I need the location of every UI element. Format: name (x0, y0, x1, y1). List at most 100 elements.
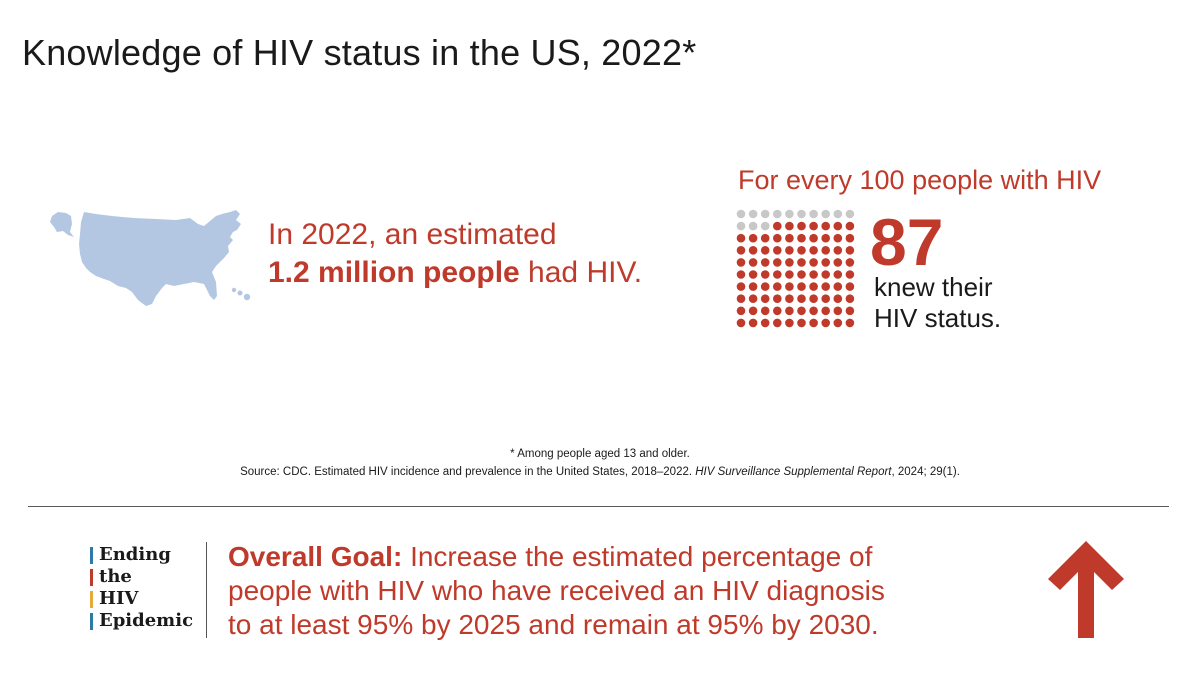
dot-knew (785, 246, 794, 255)
dot-knew (773, 282, 782, 291)
dot-unknown (748, 221, 758, 231)
dot-knew (845, 294, 855, 303)
estimate-line2: 1.2 million people had HIV. (268, 254, 642, 292)
dot-knew (760, 294, 770, 303)
dot-knew (797, 294, 806, 303)
ehe-word-4: Epidemic (99, 610, 194, 631)
dot-knew (845, 233, 855, 243)
ehe-bar-3 (90, 590, 93, 608)
dot-knew (821, 258, 830, 267)
dot-knew (748, 246, 758, 255)
dot-knew (785, 270, 794, 279)
dot-knew (760, 246, 770, 255)
us-map-icon (50, 210, 251, 306)
dot-knew (845, 258, 855, 267)
dot-knew (833, 306, 843, 316)
dot-knew (833, 233, 843, 243)
dot-knew (797, 246, 806, 255)
dot-knew (833, 270, 843, 279)
dot-knew (785, 306, 794, 316)
ratio-caption: knew their HIV status. (874, 272, 1001, 334)
dot-knew (845, 318, 855, 328)
ehe-bar-2 (90, 568, 93, 586)
dot-unknown (797, 209, 806, 219)
dot-knew (785, 258, 794, 267)
dot-unknown (809, 209, 818, 219)
dot-knew (785, 318, 794, 328)
dot-knew (748, 294, 758, 303)
dot-unknown (736, 209, 746, 219)
source-italic: HIV Surveillance Supplemental Report (695, 466, 892, 478)
ratio-number: 87 (870, 205, 944, 279)
footnote-source: Source: CDC. Estimated HIV incidence and… (0, 463, 1200, 481)
dot-knew (760, 258, 770, 267)
dot-knew (845, 306, 855, 316)
dot-knew (773, 306, 782, 316)
dot-knew (748, 270, 758, 279)
dot-knew (821, 246, 830, 255)
dot-knew (785, 221, 794, 231)
dot-knew (797, 282, 806, 291)
dot-knew (809, 282, 818, 291)
dot-knew (773, 246, 782, 255)
goal-line2: people with HIV who have received an HIV… (228, 575, 885, 606)
dot-knew (748, 306, 758, 316)
dot-knew (833, 221, 843, 231)
dot-knew (773, 270, 782, 279)
ehe-bar-4 (90, 612, 93, 630)
dot-knew (797, 233, 806, 243)
ratio-header: For every 100 people with HIV (738, 165, 1102, 195)
dot-knew (821, 221, 830, 231)
dot-knew (797, 270, 806, 279)
section-divider (28, 506, 1169, 507)
dot-knew (809, 318, 818, 328)
dot-unknown (845, 209, 855, 219)
dot-knew (760, 270, 770, 279)
dot-knew (809, 306, 818, 316)
dot-knew (833, 294, 843, 303)
estimate-line1: In 2022, an estimated (268, 218, 557, 251)
dot-knew (785, 282, 794, 291)
dot-knew (773, 318, 782, 328)
dot-knew (797, 221, 806, 231)
dot-knew (773, 221, 782, 231)
dot-knew (736, 233, 746, 243)
dot-knew (736, 318, 746, 328)
up-arrow-icon (1048, 541, 1124, 638)
dot-knew (736, 306, 746, 316)
dot-knew (760, 282, 770, 291)
ratio-caption-line2: HIV status. (874, 303, 1002, 333)
footnote-asterisk: * Among people aged 13 and older. (510, 448, 690, 460)
dot-knew (785, 233, 794, 243)
ratio-caption-line1: knew their (874, 272, 993, 302)
dot-knew (809, 221, 818, 231)
ehe-line-hiv: HIV (90, 588, 193, 610)
dot-unknown (748, 209, 758, 219)
dot-grid (736, 209, 855, 328)
dot-knew (845, 246, 855, 255)
dot-knew (821, 233, 830, 243)
dot-knew (797, 258, 806, 267)
ehe-word-2: the (99, 566, 132, 587)
dot-knew (833, 258, 843, 267)
ehe-bar-1 (90, 546, 93, 564)
goal-label: Overall Goal: (228, 541, 403, 572)
dot-unknown (785, 209, 794, 219)
estimate-count: 1.2 million people (268, 256, 520, 289)
dot-knew (845, 221, 855, 231)
dot-knew (736, 246, 746, 255)
dot-knew (760, 318, 770, 328)
dot-knew (809, 270, 818, 279)
dot-knew (748, 258, 758, 267)
goal-line3: to at least 95% by 2025 and remain at 95… (228, 609, 879, 640)
ehe-logo: Ending the HIV Epidemic (90, 544, 193, 632)
overall-goal: Overall Goal: Increase the estimated per… (228, 540, 885, 642)
source-post: , 2024; 29(1). (891, 466, 960, 478)
dot-unknown (760, 209, 770, 219)
dot-knew (748, 318, 758, 328)
dot-knew (736, 282, 746, 291)
dot-knew (821, 282, 830, 291)
estimate-rest: had HIV. (519, 256, 643, 289)
dot-knew (821, 294, 830, 303)
dot-knew (821, 270, 830, 279)
